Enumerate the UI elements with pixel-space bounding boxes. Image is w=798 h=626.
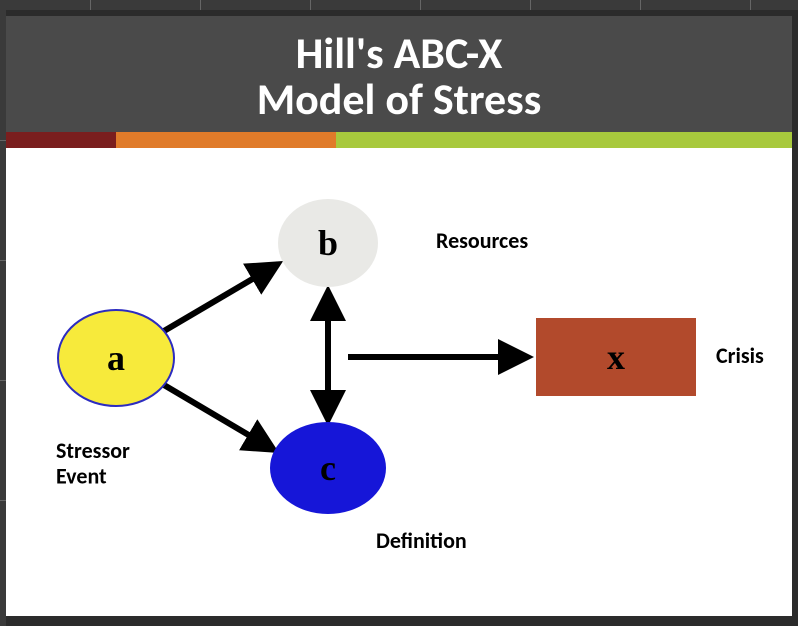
edge-a-b <box>164 264 278 331</box>
slide-body: a b c x StressorEvent Resources Definition Cri… <box>6 148 792 616</box>
node-label-a: StressorEvent <box>56 437 130 489</box>
node-label-c: Definition <box>376 527 467 554</box>
diagram-svg: a b c x StressorEvent Resources Definition Cri… <box>6 148 792 616</box>
node-letter-x: x <box>607 337 625 377</box>
accent-seg-1 <box>6 132 116 148</box>
title-bar: Hill's ABC-X Model of Stress <box>6 16 792 136</box>
accent-seg-2 <box>116 132 336 148</box>
edge-a-c <box>164 385 274 450</box>
ruler-top <box>0 0 798 10</box>
node-letter-c: c <box>320 448 336 488</box>
node-label-x: Crisis <box>716 342 764 369</box>
node-label-b: Resources <box>436 227 528 254</box>
title-line-1: Hill's ABC-X <box>296 30 503 76</box>
accent-bar <box>6 132 792 148</box>
node-letter-a: a <box>107 338 125 378</box>
node-letter-b: b <box>318 223 338 263</box>
title-line-2: Model of Stress <box>257 76 542 122</box>
canvas-background: Hill's ABC-X Model of Stress a b c x Stress… <box>0 0 798 626</box>
accent-seg-3 <box>336 132 792 148</box>
